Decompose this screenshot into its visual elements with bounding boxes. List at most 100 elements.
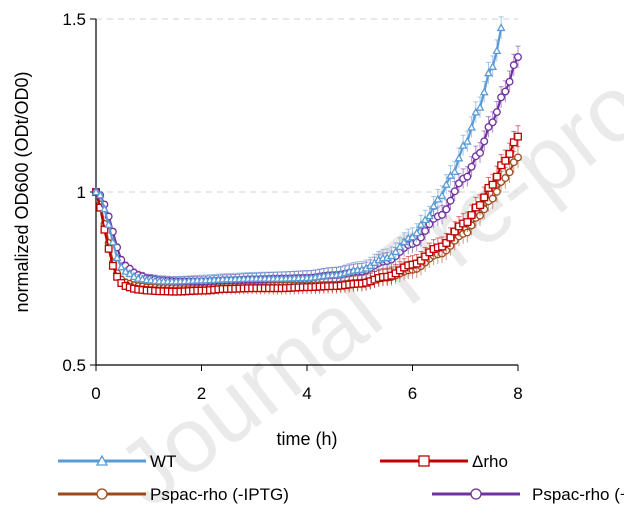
- data-point: [129, 272, 139, 280]
- data-point: [108, 261, 117, 270]
- series-1: [92, 125, 522, 297]
- data-point: [458, 140, 468, 149]
- x-tick-label: 2: [197, 384, 206, 403]
- tick-layer: 0.5 1 1.5 0 2 4 6 8: [62, 10, 522, 403]
- data-point: [476, 148, 484, 157]
- data-point: [446, 170, 455, 179]
- data-point: [416, 220, 426, 228]
- data-point: [479, 87, 489, 96]
- data-point: [100, 225, 109, 234]
- data-point: [492, 46, 502, 54]
- series-layer: [91, 16, 522, 297]
- data-point: [480, 137, 489, 146]
- x-axis-title: time (h): [276, 429, 337, 449]
- data-point: [492, 108, 501, 116]
- data-point: [446, 233, 455, 242]
- data-point: [450, 187, 459, 196]
- legend-label: Δrho: [472, 452, 508, 471]
- data-point: [395, 242, 405, 250]
- legend-item-0: WT: [58, 452, 176, 471]
- legend-marker: [470, 488, 482, 500]
- y-tick-label: 1.5: [62, 10, 86, 29]
- data-point: [438, 210, 446, 219]
- data-point: [488, 62, 498, 70]
- data-point: [125, 269, 135, 278]
- data-point: [104, 244, 113, 253]
- data-point: [108, 237, 118, 246]
- data-point: [509, 138, 518, 147]
- data-point: [471, 107, 481, 116]
- data-point: [501, 156, 510, 165]
- grid-layer: [96, 18, 518, 193]
- x-tick-label: 0: [91, 384, 100, 403]
- data-point: [497, 93, 506, 102]
- legend-item-2: Pspac-rho (-IPTG): [58, 485, 289, 504]
- data-point: [420, 215, 430, 224]
- legend-item-1: Δrho: [380, 452, 508, 471]
- legend-label: WT: [150, 452, 176, 471]
- data-point: [467, 122, 476, 131]
- data-point: [505, 77, 514, 86]
- legend-label: Pspac-rho (+IPTG): [532, 485, 624, 504]
- data-point: [100, 204, 109, 213]
- data-point: [480, 193, 489, 202]
- data-point: [416, 256, 425, 265]
- data-point: [391, 247, 401, 256]
- data-point: [424, 211, 434, 220]
- data-point: [501, 174, 510, 183]
- data-point: [484, 123, 493, 131]
- data-point: [437, 190, 447, 199]
- data-point: [509, 158, 518, 167]
- data-point: [496, 23, 506, 32]
- data-point: [113, 272, 122, 281]
- x-tick-label: 6: [408, 384, 417, 403]
- data-point: [492, 172, 501, 181]
- data-point: [463, 172, 472, 181]
- x-tick-label: 8: [513, 384, 522, 403]
- legend-label: Pspac-rho (-IPTG): [150, 485, 289, 504]
- legend-marker: [418, 455, 430, 467]
- series-0: [91, 16, 506, 286]
- data-point: [514, 153, 522, 162]
- legend-item-3: Pspac-rho (+IPTG): [432, 485, 624, 504]
- data-point: [475, 102, 485, 111]
- data-point: [488, 194, 497, 203]
- data-point: [501, 87, 510, 96]
- data-point: [121, 266, 130, 275]
- data-point: [95, 190, 105, 199]
- data-point: [386, 251, 396, 260]
- data-point: [421, 252, 430, 261]
- data-point: [442, 205, 451, 214]
- data-point: [408, 232, 417, 241]
- data-point: [429, 201, 439, 210]
- data-point: [450, 227, 459, 236]
- data-point: [446, 196, 455, 205]
- data-point: [505, 149, 514, 158]
- data-point: [412, 228, 422, 237]
- legend-marker: [96, 488, 108, 500]
- data-point: [505, 168, 514, 177]
- data-point: [514, 53, 522, 62]
- y-tick-label: 0.5: [62, 356, 86, 375]
- data-point: [442, 239, 451, 247]
- legend-marker: [95, 454, 109, 466]
- data-point: [91, 187, 101, 196]
- data-point: [450, 167, 460, 176]
- data-point: [476, 201, 484, 210]
- data-point: [509, 61, 518, 70]
- data-point: [104, 219, 114, 228]
- data-point: [488, 180, 497, 189]
- data-point: [492, 187, 501, 196]
- y-axis-title: normalized OD600 (ODt/OD0): [12, 71, 32, 312]
- data-point: [467, 162, 476, 171]
- data-point: [484, 68, 493, 77]
- data-point: [454, 153, 464, 162]
- x-tick-label: 4: [302, 384, 311, 403]
- legend: WT Δrho Pspac-rho (-IPTG) Pspac-rho (+IPTG): [58, 452, 624, 504]
- y-tick-label: 1: [77, 183, 86, 202]
- data-point: [116, 262, 126, 271]
- data-point: [462, 136, 472, 145]
- data-point: [467, 211, 476, 219]
- data-point: [488, 118, 497, 127]
